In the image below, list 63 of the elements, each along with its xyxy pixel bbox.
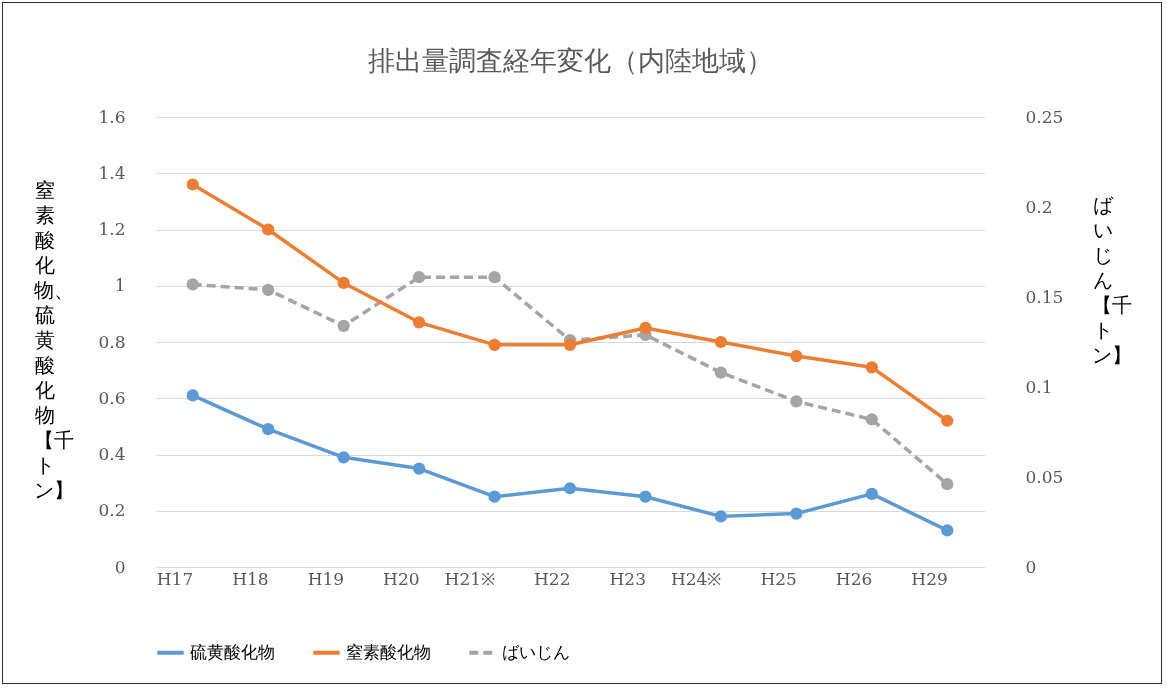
- point: [865, 413, 878, 426]
- point: [412, 316, 426, 329]
- point: [639, 490, 652, 503]
- legend-label: ばいじん: [502, 641, 570, 662]
- y-tick-label: 0: [114, 556, 126, 577]
- point: [865, 487, 878, 500]
- point: [714, 335, 728, 349]
- x-tick-label: H25: [760, 568, 797, 589]
- x-tick-label: H20: [383, 568, 420, 589]
- point: [488, 490, 501, 503]
- point: [790, 395, 803, 408]
- x-tick-label: H23: [609, 568, 646, 589]
- point: [488, 338, 501, 351]
- y-tick-label: 0.8: [98, 331, 126, 352]
- point: [639, 321, 652, 335]
- point: [186, 278, 199, 291]
- y-tick-label: 0.2: [98, 500, 126, 521]
- point: [412, 462, 426, 475]
- point: [714, 510, 728, 523]
- point: [563, 482, 577, 495]
- y2-tick-label: 0.05: [1025, 466, 1064, 487]
- y-tick-label: 1.2: [98, 219, 126, 239]
- point: [337, 276, 350, 290]
- point: [488, 271, 501, 284]
- text: 窒素酸化物、硫黄酸化物【千トン】: [34, 177, 74, 502]
- point: [865, 361, 878, 374]
- point: [337, 451, 350, 464]
- y-tick-label: 0.4: [98, 444, 126, 464]
- y2-tick-label: 0.15: [1025, 286, 1064, 307]
- x-tick-label: H19: [307, 568, 345, 589]
- point: [941, 478, 954, 491]
- chart-title: 排出量調査経年変化（内陸地域）: [367, 45, 773, 76]
- point: [941, 414, 954, 427]
- y-tick-label: 1: [114, 275, 126, 296]
- y-tick-label: 0.6: [98, 387, 126, 408]
- point: [563, 338, 577, 351]
- point: [714, 366, 728, 379]
- point: [262, 423, 275, 436]
- legend-label: 窒素酸化物: [346, 641, 431, 662]
- x-tick-label: H29: [911, 568, 948, 589]
- x-tick-label: H22: [534, 568, 571, 589]
- point: [337, 319, 350, 332]
- point: [790, 507, 803, 520]
- point: [262, 223, 275, 236]
- y-tick-label: 1.6: [98, 106, 126, 127]
- point: [412, 271, 426, 284]
- y2-tick-label: 0.25: [1025, 106, 1064, 127]
- x-tick-label: H21※: [444, 568, 496, 589]
- x-tick-label: H26: [835, 568, 873, 589]
- y2-tick-label: 0: [1025, 556, 1037, 577]
- x-tick-label: H17: [156, 568, 194, 589]
- point: [941, 524, 954, 537]
- point: [790, 349, 803, 363]
- point: [262, 283, 275, 296]
- point: [186, 389, 199, 402]
- point: [186, 178, 199, 191]
- legend-label: 硫黄酸化物: [190, 641, 275, 662]
- y-tick-label: 1.4: [98, 162, 126, 183]
- y2-tick-label: 0.1: [1025, 376, 1053, 397]
- x-tick-label: H18: [232, 568, 269, 589]
- y2-tick-label: 0.2: [1025, 196, 1053, 217]
- x-tick-label: H24※: [670, 568, 722, 589]
- y2-axis-title: ばいじん【千トン】: [1092, 192, 1132, 368]
